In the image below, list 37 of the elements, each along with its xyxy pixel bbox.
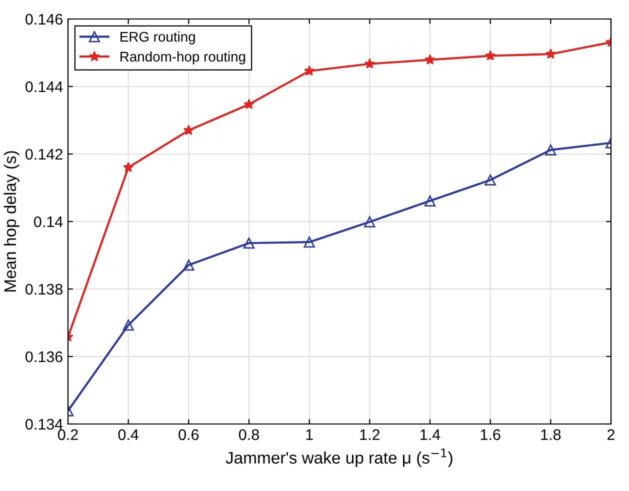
point (304, 236, 315, 248)
point (545, 48, 556, 59)
point (183, 124, 194, 136)
y-axis-title: Mean hop delay (s) (4, 151, 20, 292)
y-tick-label: 0.146 (26, 14, 62, 25)
x-tick-label: 1 (306, 429, 313, 440)
point (304, 65, 315, 76)
y-tick-label: 0.144 (26, 81, 63, 92)
x-tick-label: 1.2 (360, 429, 380, 440)
point (123, 162, 134, 172)
y-tick-label: 0.136 (26, 351, 62, 362)
point (424, 54, 436, 64)
x-tick-label: 1.8 (541, 429, 561, 440)
y-tick-label: 0.14 (34, 216, 63, 228)
legend-label: ERG routing (120, 32, 195, 44)
y-tick-label: 0.142 (26, 148, 62, 160)
x-tick-label: 0.2 (58, 429, 78, 440)
x-tick-label: 1.6 (480, 429, 500, 440)
point (424, 195, 436, 206)
x-tick-label: 0.6 (178, 429, 199, 440)
x-tick-label: 1.4 (420, 429, 440, 440)
x-tick-label: 0.4 (118, 429, 139, 440)
point (122, 320, 134, 331)
legend-label: Random-hop routing (120, 51, 246, 64)
point (364, 216, 376, 228)
point (485, 50, 496, 60)
point (183, 259, 194, 271)
x-tick-label: 2 (608, 429, 614, 440)
point (243, 238, 255, 249)
point (364, 58, 375, 69)
x-axis-title: Jammer's wake up rate μ (s$^{−1}$) (226, 448, 452, 468)
point (244, 98, 254, 110)
y-tick-label: 0.134 (26, 418, 63, 430)
y-tick-label: 0.138 (26, 284, 62, 295)
x-tick-label: 0.8 (238, 429, 259, 440)
point (545, 144, 556, 156)
point (484, 174, 496, 186)
